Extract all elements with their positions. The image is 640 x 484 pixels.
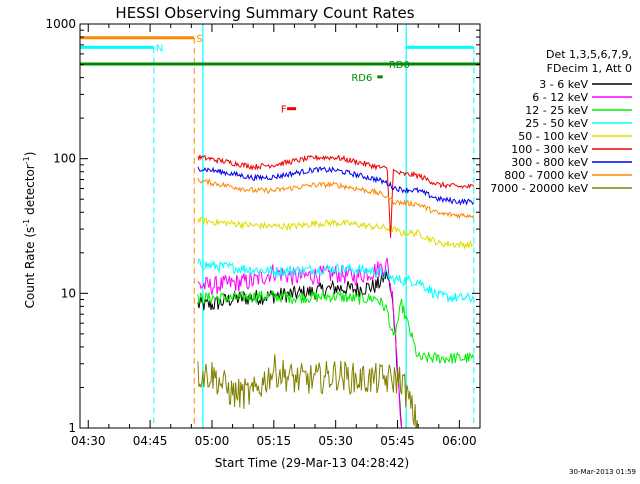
legend-label-2: 12 - 25 keV — [525, 104, 588, 117]
legend-label-8: 7000 - 20000 keV — [490, 182, 588, 195]
series-line-7 — [197, 177, 475, 220]
x-tick-label-6: 06:00 — [442, 434, 477, 448]
flag-label-0: S — [196, 34, 202, 45]
x-tick-label-3: 05:15 — [257, 434, 292, 448]
x-tick-label-2: 05:00 — [195, 434, 230, 448]
flag-label-5: RD6 — [351, 73, 372, 84]
legend-label-4: 50 - 100 keV — [518, 130, 588, 143]
flag-label-3: F — [281, 105, 287, 116]
plot-data-layer — [197, 24, 475, 428]
x-tick-label-0: 04:30 — [71, 434, 106, 448]
x-tick-label-5: 05:45 — [380, 434, 415, 448]
series-line-5 — [197, 154, 475, 238]
legend-label-6: 300 - 800 keV — [511, 156, 588, 169]
legend-label-0: 3 - 6 keV — [539, 78, 588, 91]
series-line-1 — [197, 257, 474, 428]
y-tick-label-3: 1000 — [45, 17, 76, 31]
x-tick-label-1: 04:45 — [133, 434, 168, 448]
legend-header-line-1: Det 1,3,5,6,7,9, — [546, 48, 632, 61]
flag-label-4: RD0 — [389, 60, 410, 71]
plot-frame — [79, 23, 481, 429]
legend-label-5: 100 - 300 keV — [511, 143, 588, 156]
legend-label-1: 6 - 12 keV — [532, 91, 588, 104]
y-tick-label-1: 10 — [61, 286, 76, 300]
series-line-2 — [197, 289, 475, 364]
y-tick-label-0: 1 — [68, 421, 76, 435]
series-line-6 — [197, 166, 475, 207]
series-line-8 — [197, 354, 474, 428]
flag-label-1: N — [156, 43, 163, 54]
series-line-4 — [197, 216, 475, 250]
legend: Det 1,3,5,6,7,9, FDecim 1, Att 0 3 - 6 k… — [490, 48, 632, 195]
legend-label-7: 800 - 7000 keV — [504, 169, 588, 182]
x-tick-label-4: 05:30 — [318, 434, 353, 448]
axes-layer: S N F RD0 RD6 04:30 04:45 05:00 05:15 05:30 05:45 0… — [45, 17, 481, 448]
chart-title: HESSI Observing Summary Count Rates — [115, 4, 414, 22]
footer-timestamp: 30-Mar-2013 01:59 — [569, 468, 636, 476]
legend-header-line-2: FDecim 1, Att 0 — [547, 62, 632, 75]
x-axis-label: Start Time (29-Mar-13 04:28:42) — [215, 456, 409, 470]
legend-label-3: 25 - 50 keV — [525, 117, 588, 130]
y-axis-label: Count Rate (s-1 detector-1) — [22, 152, 37, 309]
flag-layer — [80, 36, 480, 428]
series-line-3 — [197, 258, 475, 303]
y-tick-label-2: 100 — [53, 152, 76, 166]
